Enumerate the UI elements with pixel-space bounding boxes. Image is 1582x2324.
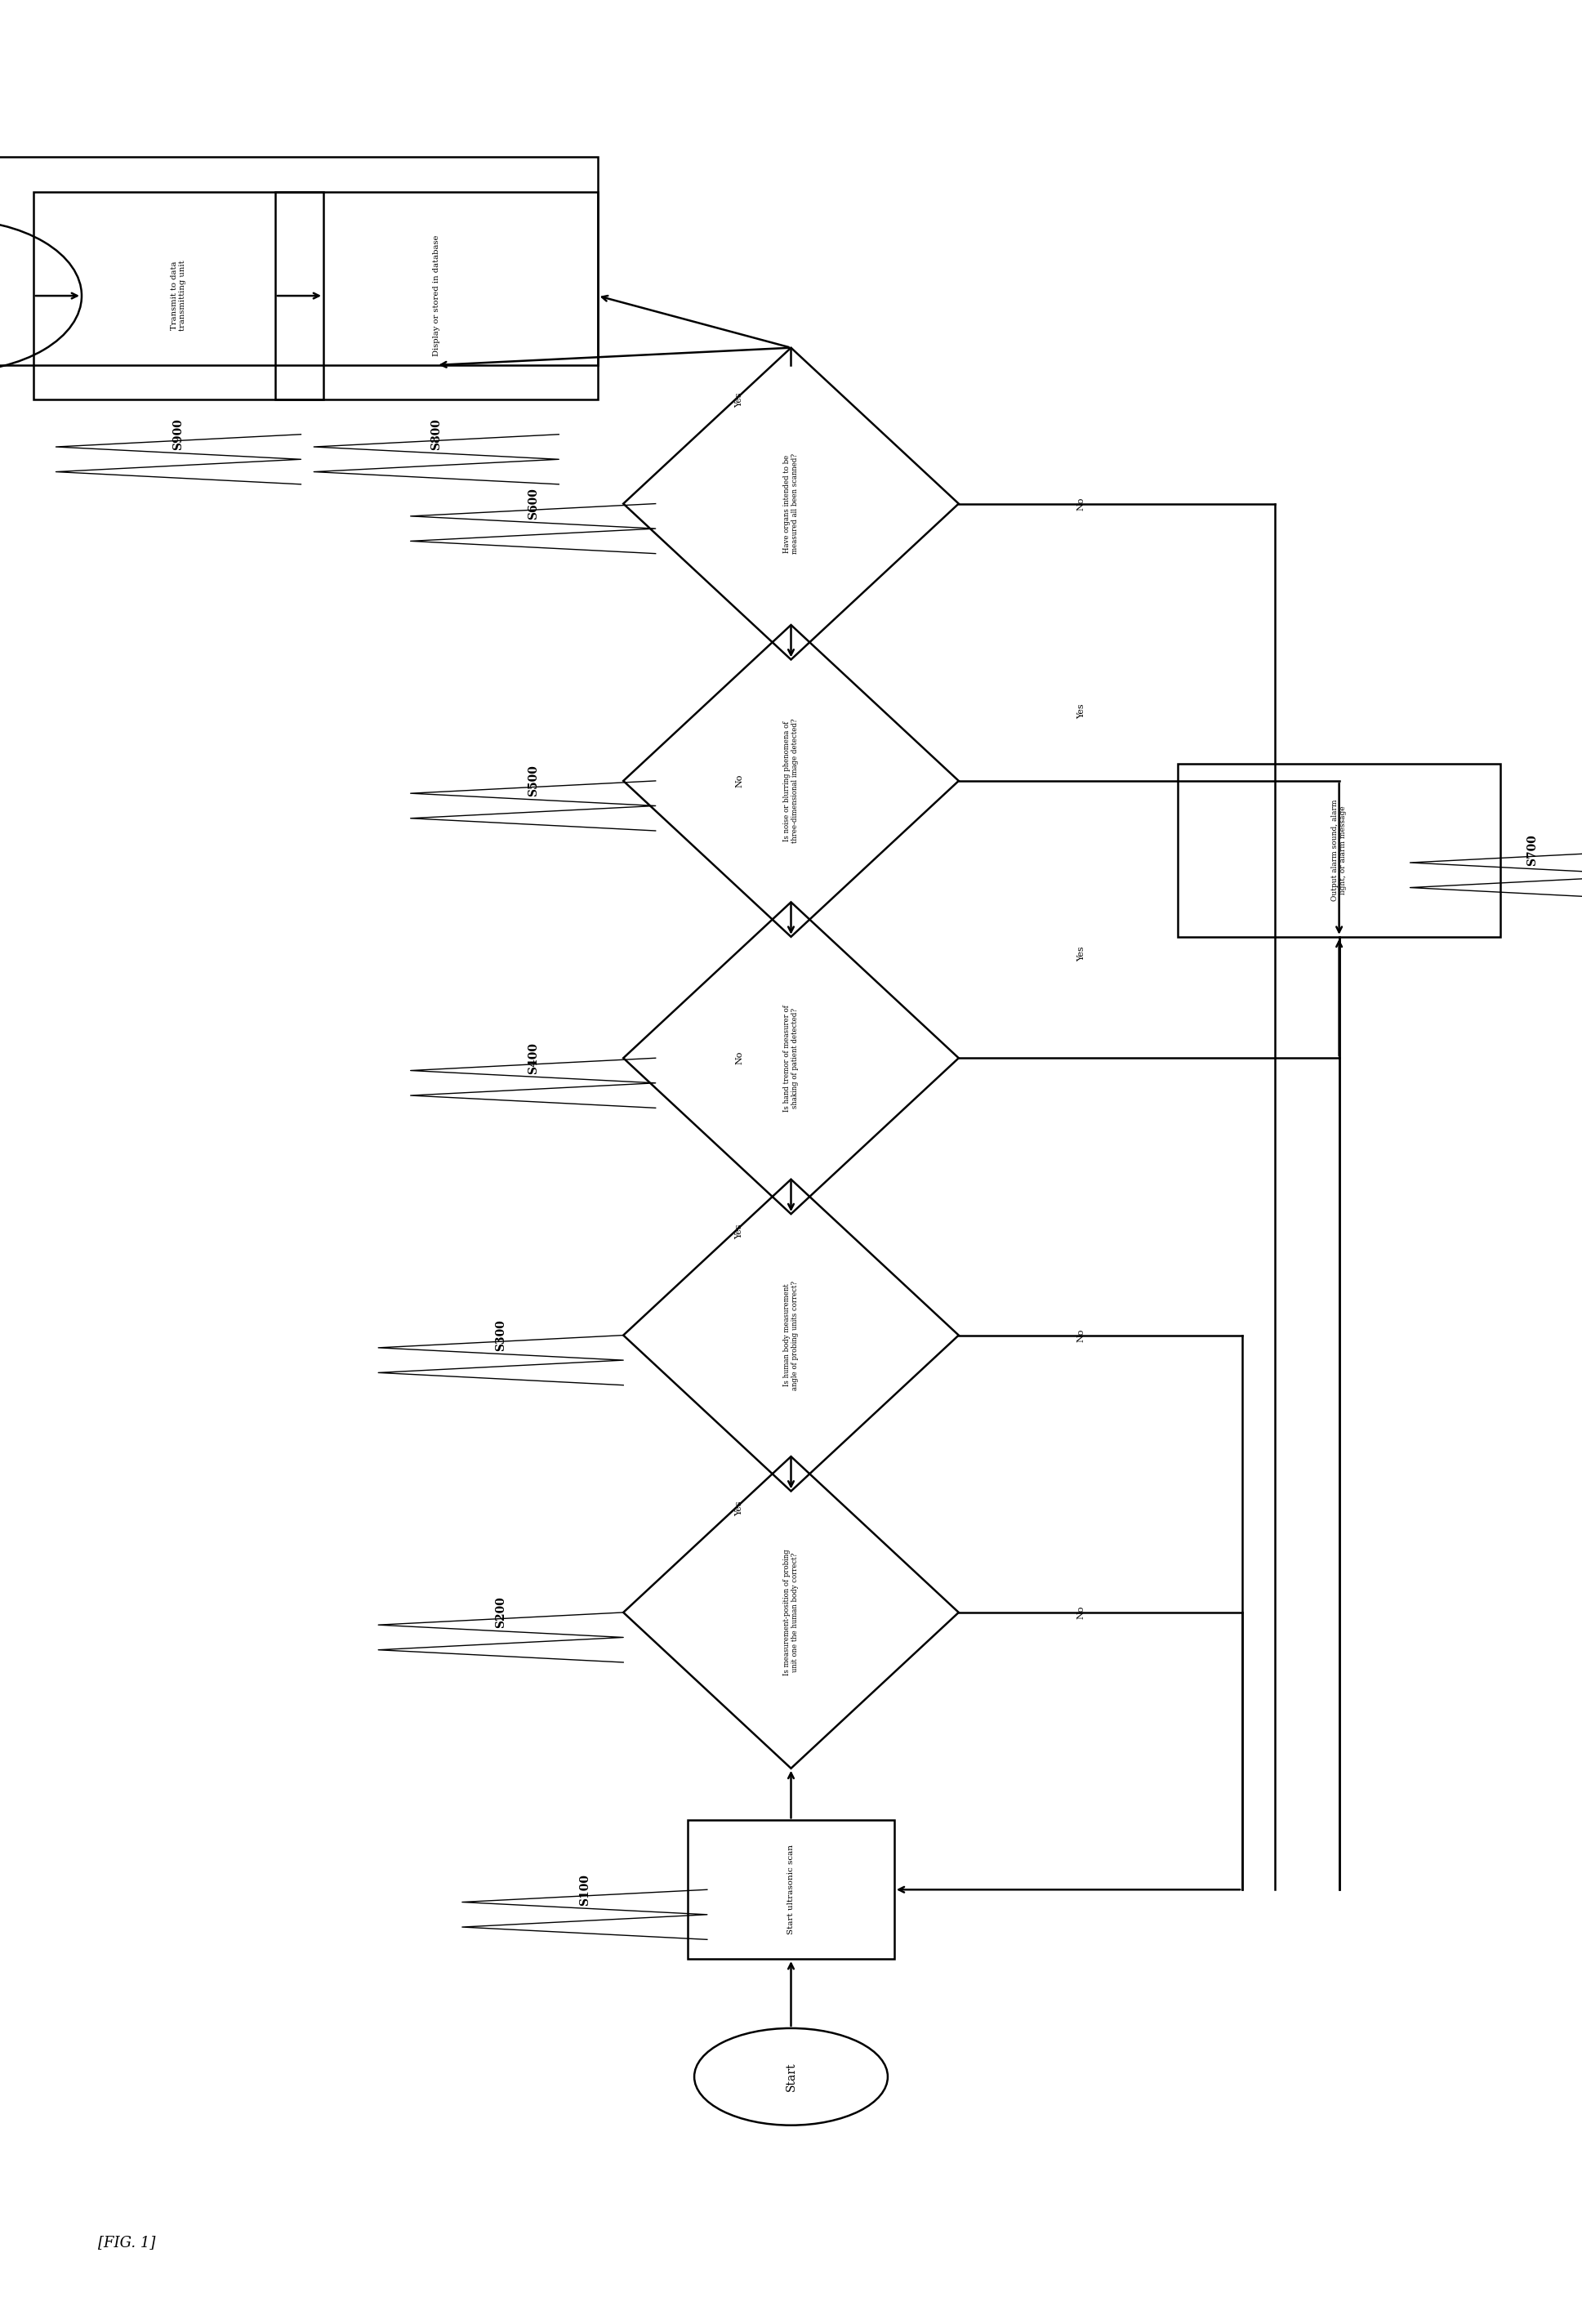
Text: Yes: Yes — [1077, 946, 1085, 962]
Text: No: No — [1077, 1329, 1085, 1341]
Text: No: No — [1077, 497, 1085, 511]
Text: Is measurement­position of probing
unit one the human body correct?: Is measurement­position of probing unit … — [783, 1550, 799, 1676]
Text: Is noise or blurring phenomena of
three-dimensional image detected?: Is noise or blurring phenomena of three-… — [783, 718, 799, 844]
Text: Display or stored in database: Display or stored in database — [432, 235, 440, 356]
Bar — [688, 1820, 894, 1959]
Text: Output alarm sound, alarm
light, or alarm message: Output alarm sound, alarm light, or alar… — [1330, 799, 1346, 902]
Text: Have organs intended to be
measured all been scanned?: Have organs intended to be measured all … — [783, 453, 799, 553]
Bar — [33, 193, 323, 400]
Text: Yes: Yes — [736, 1501, 744, 1515]
Text: S800: S800 — [430, 418, 441, 451]
Text: Start ultrasonic scan: Start ultrasonic scan — [788, 1845, 794, 1934]
Text: No: No — [1077, 1606, 1085, 1620]
Text: S300: S300 — [495, 1320, 506, 1350]
Text: Is human body measurement
angle of probing units correct?: Is human body measurement angle of probi… — [783, 1281, 799, 1390]
Text: No: No — [736, 774, 744, 788]
Text: Start: Start — [785, 2061, 797, 2092]
Text: S500: S500 — [527, 765, 539, 797]
Text: [FIG. 1]: [FIG. 1] — [98, 2236, 155, 2250]
Text: Yes: Yes — [736, 1225, 744, 1239]
Bar — [0, 158, 598, 365]
Text: Transmit to data
transmitting unit: Transmit to data transmitting unit — [171, 260, 187, 330]
Text: S600: S600 — [527, 488, 539, 521]
Text: S900: S900 — [172, 418, 184, 451]
Text: S200: S200 — [495, 1597, 506, 1629]
Text: S100: S100 — [579, 1873, 590, 1906]
Text: Yes: Yes — [1077, 704, 1085, 718]
Text: S700: S700 — [1527, 834, 1538, 867]
Bar — [275, 193, 598, 400]
Text: Is hand tremor of measurer of
shaking of patient detected?: Is hand tremor of measurer of shaking of… — [783, 1004, 799, 1111]
Text: No: No — [736, 1050, 744, 1064]
Text: S400: S400 — [527, 1041, 539, 1074]
Text: Yes: Yes — [736, 393, 744, 407]
Bar — [1179, 765, 1500, 937]
